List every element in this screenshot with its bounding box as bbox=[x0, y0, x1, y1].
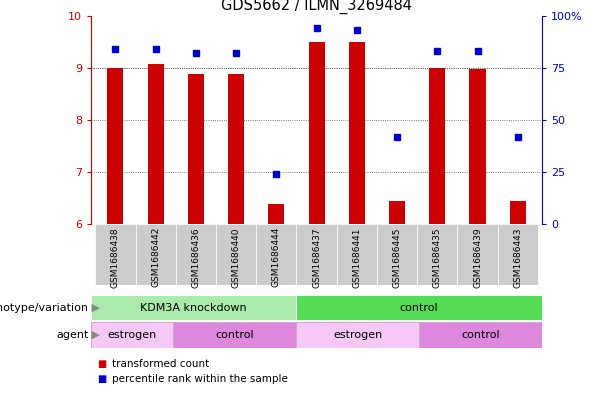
Text: ■: ■ bbox=[97, 359, 107, 369]
Text: transformed count: transformed count bbox=[112, 359, 209, 369]
Bar bbox=[148, 64, 164, 224]
Bar bbox=[377, 224, 417, 285]
Text: GSM1686445: GSM1686445 bbox=[392, 227, 402, 288]
Text: control: control bbox=[216, 330, 254, 340]
Bar bbox=[498, 224, 538, 285]
Text: ■: ■ bbox=[97, 374, 107, 384]
Text: estrogen: estrogen bbox=[333, 330, 382, 340]
Bar bbox=[135, 224, 176, 285]
Bar bbox=[419, 322, 542, 348]
Bar bbox=[107, 68, 124, 224]
Text: control: control bbox=[461, 330, 499, 340]
Bar bbox=[188, 74, 204, 224]
Bar bbox=[216, 224, 256, 285]
Bar bbox=[429, 68, 445, 224]
Text: GSM1686444: GSM1686444 bbox=[272, 227, 281, 287]
Text: ▶: ▶ bbox=[88, 303, 100, 312]
Title: GDS5662 / ILMN_3269484: GDS5662 / ILMN_3269484 bbox=[221, 0, 412, 15]
Text: GSM1686442: GSM1686442 bbox=[151, 227, 160, 287]
Bar bbox=[309, 42, 325, 224]
Text: KDM3A knockdown: KDM3A knockdown bbox=[140, 303, 247, 312]
Bar bbox=[95, 224, 135, 285]
Text: GSM1686435: GSM1686435 bbox=[433, 227, 442, 288]
Text: GSM1686437: GSM1686437 bbox=[312, 227, 321, 288]
Bar bbox=[269, 204, 284, 224]
Bar bbox=[458, 224, 498, 285]
Bar bbox=[228, 74, 244, 224]
Bar bbox=[349, 42, 365, 224]
Bar bbox=[173, 322, 296, 348]
Text: GSM1686443: GSM1686443 bbox=[513, 227, 522, 288]
Bar bbox=[296, 295, 542, 320]
Bar bbox=[509, 200, 526, 224]
Bar bbox=[469, 69, 485, 224]
Text: control: control bbox=[400, 303, 438, 312]
Bar bbox=[296, 322, 419, 348]
Bar bbox=[91, 295, 296, 320]
Text: GSM1686440: GSM1686440 bbox=[231, 227, 241, 288]
Text: GSM1686439: GSM1686439 bbox=[473, 227, 482, 288]
Bar bbox=[389, 200, 405, 224]
Bar bbox=[176, 224, 216, 285]
Text: GSM1686436: GSM1686436 bbox=[191, 227, 200, 288]
Bar bbox=[337, 224, 377, 285]
Text: estrogen: estrogen bbox=[108, 330, 157, 340]
Text: genotype/variation: genotype/variation bbox=[0, 303, 88, 312]
Bar bbox=[91, 322, 173, 348]
Bar bbox=[296, 224, 337, 285]
Text: agent: agent bbox=[56, 330, 88, 340]
Text: GSM1686438: GSM1686438 bbox=[111, 227, 120, 288]
Text: GSM1686441: GSM1686441 bbox=[352, 227, 361, 288]
Bar bbox=[256, 224, 296, 285]
Bar bbox=[417, 224, 458, 285]
Text: ▶: ▶ bbox=[88, 330, 100, 340]
Text: percentile rank within the sample: percentile rank within the sample bbox=[112, 374, 288, 384]
